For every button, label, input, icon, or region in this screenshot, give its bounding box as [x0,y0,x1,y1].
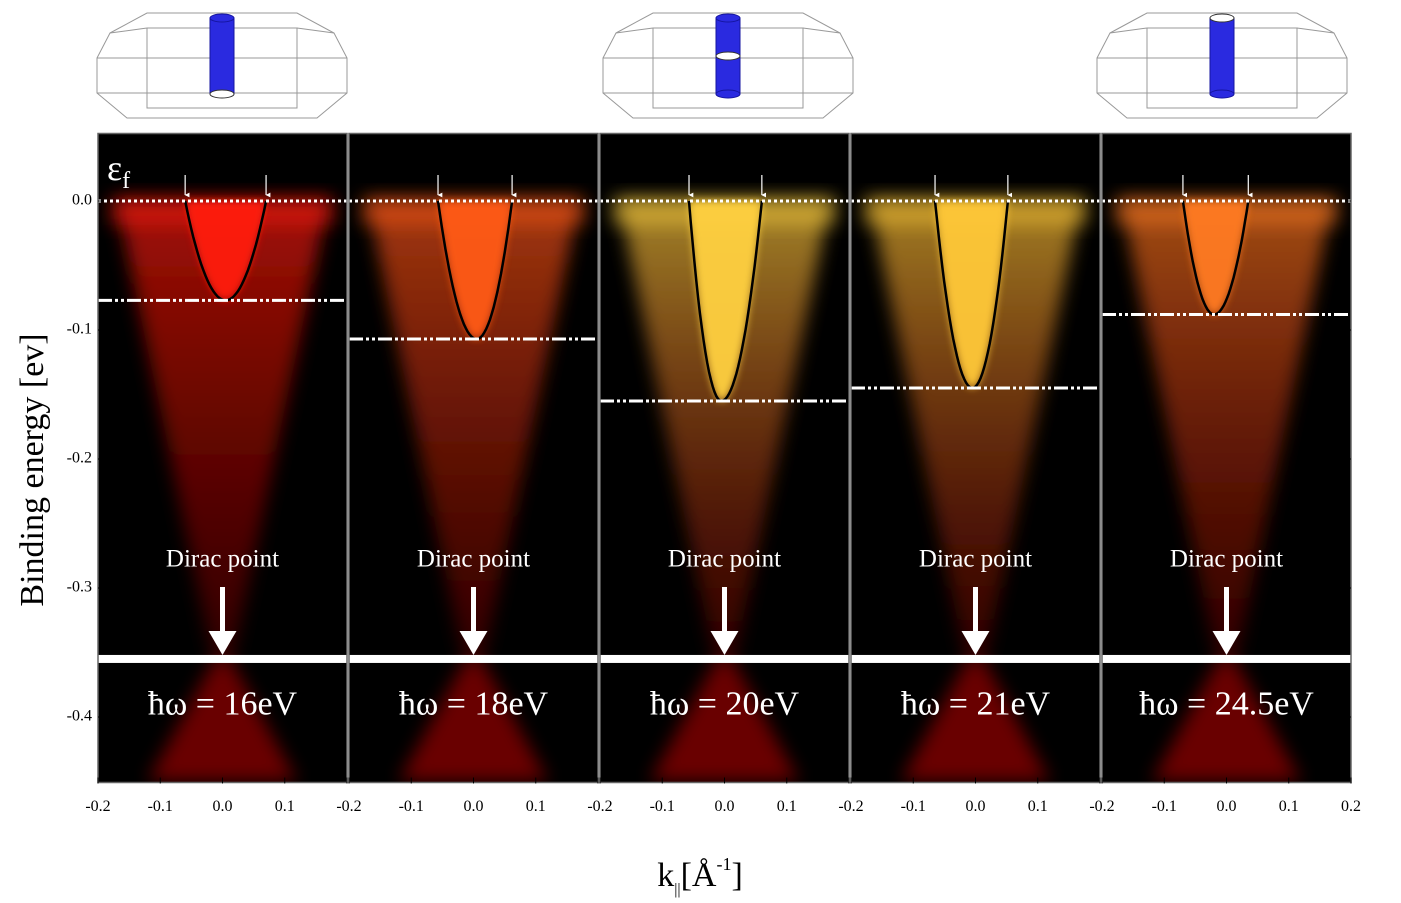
brillouin-zone-icons [96,12,1348,119]
band-parabola [1181,200,1250,316]
label-part: -1 [716,854,731,874]
cone-glow [367,201,580,659]
dirac-label: Dirac point [919,546,1032,573]
x-tick-label: 0.2 [1341,798,1361,815]
bz-icon [602,12,854,119]
x-tick-label: -0.2 [1089,798,1114,815]
x-tick-label: 0.0 [1217,798,1237,815]
x-tick-label: -0.2 [336,798,361,815]
label-part: || [674,881,680,898]
y-axis-label: Binding energy [ev] [14,333,51,606]
cone-glow [618,201,831,659]
lower-cone-glow [649,658,800,782]
dirac-label: Dirac point [668,546,781,573]
bz-icon [96,12,348,119]
lower-cone-glow [1151,658,1302,782]
y-tick-label: -0.3 [67,579,92,596]
lower-cone-glow [147,658,298,782]
x-tick-label: -0.1 [901,798,926,815]
x-tick-label: 0.0 [213,798,233,815]
dirac-line [349,654,598,663]
dirac-line [1102,654,1351,663]
x-tick-label: 0.1 [526,798,546,815]
bz-icon [1096,12,1348,119]
photon-energy-label: ħω = 21eV [901,686,1051,723]
label-part: [Å [681,857,717,894]
x-tick-label: -0.1 [148,798,173,815]
dirac-line [851,654,1100,663]
dirac-arrow-head [208,630,237,655]
x-tick-label: -0.1 [399,798,424,815]
dirac-line [98,654,347,663]
panel: Dirac point ħω = 21eV [851,133,1100,783]
x-tick-label: 0.0 [715,798,735,815]
label-part: ] [731,857,742,894]
x-tick-label: 0.0 [966,798,986,815]
dirac-arrow-head [961,630,990,655]
x-tick-label: 0.0 [464,798,484,815]
x-tick-label: -0.2 [587,798,612,815]
photon-energy-label: ħω = 16eV [148,686,298,723]
y-tick-label: -0.4 [67,708,92,725]
panel: Dirac point ħω = 16eV [98,133,347,783]
x-tick-label: -0.1 [650,798,675,815]
x-tick-label: -0.1 [1152,798,1177,815]
x-tick-label: 0.1 [777,798,797,815]
cone-glow [116,201,329,659]
dirac-label: Dirac point [166,546,279,573]
photon-energy-label: ħω = 18eV [399,686,549,723]
x-tick-label: -0.2 [85,798,110,815]
x-tick-label: -0.2 [838,798,863,815]
x-tick-label: 0.1 [275,798,295,815]
x-tick-label: 0.1 [1279,798,1299,815]
lower-cone-glow [398,658,549,782]
label-part: f [122,168,130,194]
x-axis-label: k||[Å-1] [657,854,743,898]
panel: Dirac point ħω = 24.5eV [1102,133,1351,783]
y-tick-label: -0.1 [67,321,92,338]
panel: Dirac point ħω = 18eV [349,133,598,783]
label-part: k [657,857,674,894]
band-fill [689,201,762,401]
x-tick-label: 0.1 [1028,798,1048,815]
dirac-label: Dirac point [417,546,530,573]
y-tick-label: -0.2 [67,450,92,467]
y-tick-label: 0.0 [72,192,92,209]
dirac-line [600,654,849,663]
panel: Dirac point ħω = 20eV [600,133,849,783]
dirac-arrow-head [459,630,488,655]
dirac-arrow-head [1212,630,1241,655]
label-part: ε [107,148,122,188]
dirac-arrow-head [710,630,739,655]
photon-energy-label: ħω = 20eV [650,686,800,723]
cone-glow [869,201,1082,659]
dirac-label: Dirac point [1170,546,1283,573]
photon-energy-label: ħω = 24.5eV [1139,686,1314,723]
band-parabola [687,200,764,403]
fermi-label: εf [107,148,130,193]
lower-cone-glow [900,658,1051,782]
